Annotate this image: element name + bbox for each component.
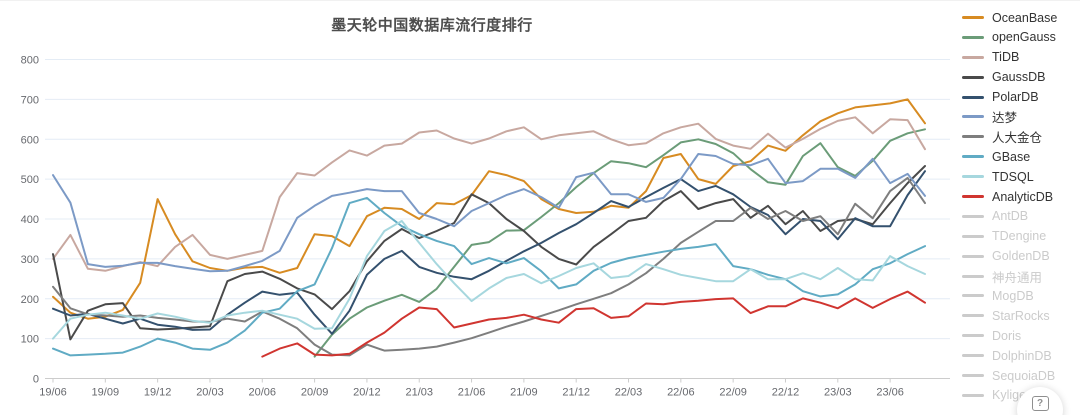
series-line-达梦 <box>52 153 926 273</box>
legend-swatch-icon <box>962 234 984 238</box>
x-axis-tick-label: 22/03 <box>615 387 643 399</box>
x-axis-tick-label: 22/09 <box>719 387 747 399</box>
x-axis-tick-label: 21/12 <box>562 387 590 399</box>
legend-label: GBase <box>992 149 1031 164</box>
legend-item-AnalyticDB[interactable]: AnalyticDB <box>962 189 1080 204</box>
legend-label: TDengine <box>992 229 1047 244</box>
legend-swatch-icon <box>962 294 984 298</box>
x-axis-tick-label: 20/06 <box>249 387 277 399</box>
legend-item-达梦[interactable]: 达梦 <box>962 110 1080 126</box>
line-chart: 0 100 200 300 400 500 600 700 800 19/06 19/09 19/12… <box>21 55 950 399</box>
legend-item-神舟通用[interactable]: 神舟通用 <box>962 270 1080 285</box>
legend-item-OceanBase[interactable]: OceanBase <box>962 10 1080 25</box>
legend-item-DolphinDB[interactable]: DolphinDB <box>962 348 1080 363</box>
legend: OceanBase openGauss TiDB GaussDB PolarDB 达梦人大… <box>962 11 1080 409</box>
legend-swatch-icon <box>962 314 984 318</box>
y-axis-tick-label: 400 <box>21 214 39 226</box>
legend-swatch-icon <box>962 95 984 99</box>
y-axis-tick-label: 500 <box>21 174 39 186</box>
y-axis-tick-label: 100 <box>21 334 39 346</box>
legend-label: PolarDB <box>992 90 1039 105</box>
x-axis-tick-label: 20/09 <box>301 387 329 399</box>
legend-item-MogDB[interactable]: MogDB <box>962 288 1080 303</box>
x-axis-tick-label: 23/06 <box>876 387 904 399</box>
legend-label: DolphinDB <box>992 348 1052 363</box>
x-axis-tick-label: 22/12 <box>772 387 800 399</box>
legend-item-GoldenDB[interactable]: GoldenDB <box>962 249 1080 264</box>
legend-swatch-icon <box>962 334 984 338</box>
series-line-TiDB <box>52 116 926 272</box>
legend-label: MogDB <box>992 288 1034 303</box>
legend-label: AnalyticDB <box>992 189 1054 204</box>
legend-item-PolarDB[interactable]: PolarDB <box>962 90 1080 105</box>
legend-swatch-icon <box>962 393 984 397</box>
y-axis-tick-label: 800 <box>21 55 39 67</box>
x-axis-tick-label: 19/09 <box>92 387 120 399</box>
x-axis-tick-label: 20/12 <box>353 387 381 399</box>
x-axis-tick-label: 19/06 <box>39 387 67 399</box>
legend-swatch-icon <box>962 75 984 79</box>
series-line-TDSQL <box>52 220 926 340</box>
x-axis-tick-label: 20/03 <box>196 387 224 399</box>
legend-label: TiDB <box>992 50 1020 65</box>
legend-label: StarRocks <box>992 308 1050 323</box>
series-line-openGauss <box>313 128 926 358</box>
legend-item-openGauss[interactable]: openGauss <box>962 30 1080 45</box>
legend-item-GBase[interactable]: GBase <box>962 149 1080 164</box>
legend-item-TDengine[interactable]: TDengine <box>962 229 1080 244</box>
legend-label: 神舟通用 <box>992 270 1043 285</box>
legend-label: TDSQL <box>992 169 1034 184</box>
series-line-GBase <box>52 196 926 357</box>
legend-swatch-icon <box>962 115 984 119</box>
legend-item-AntDB[interactable]: AntDB <box>962 209 1080 224</box>
chart-title: 墨天轮中国数据库流行度排行 <box>331 17 533 34</box>
y-axis-tick-label: 200 <box>21 294 39 306</box>
legend-item-TiDB[interactable]: TiDB <box>962 50 1080 65</box>
legend-swatch-icon <box>962 35 984 39</box>
x-axis-tick-label: 21/09 <box>510 387 538 399</box>
legend-swatch-icon <box>962 55 984 59</box>
legend-label: 达梦 <box>992 111 1018 126</box>
legend-label: OceanBase <box>992 10 1058 25</box>
legend-swatch-icon <box>962 135 984 139</box>
question-mark-icon: ? <box>1031 396 1049 411</box>
x-axis-tick-label: 21/03 <box>405 387 433 399</box>
legend-swatch-icon <box>962 374 984 378</box>
legend-swatch-icon <box>962 195 984 199</box>
legend-label: GaussDB <box>992 70 1046 85</box>
legend-label: GoldenDB <box>992 249 1050 264</box>
legend-label: openGauss <box>992 30 1056 45</box>
legend-label: Doris <box>992 328 1022 343</box>
legend-label: AntDB <box>992 209 1029 224</box>
series-line-GaussDB <box>52 165 926 341</box>
legend-item-SequoiaDB[interactable]: SequoiaDB <box>962 368 1080 383</box>
legend-swatch-icon <box>962 354 984 358</box>
x-axis-tick-label: 19/12 <box>144 387 172 399</box>
legend-swatch-icon <box>962 214 984 218</box>
legend-item-StarRocks[interactable]: StarRocks <box>962 308 1080 323</box>
legend-item-GaussDB[interactable]: GaussDB <box>962 70 1080 85</box>
legend-item-TDSQL[interactable]: TDSQL <box>962 169 1080 184</box>
series-line-PolarDB <box>52 170 926 335</box>
legend-swatch-icon <box>962 274 984 278</box>
series-line-OceanBase <box>52 98 926 320</box>
legend-label: SequoiaDB <box>992 368 1056 383</box>
y-axis-tick-label: 300 <box>21 254 39 266</box>
legend-item-Doris[interactable]: Doris <box>962 328 1080 343</box>
legend-swatch-icon <box>962 175 984 179</box>
y-axis-tick-label: 700 <box>21 94 39 106</box>
legend-label: 人大金仓 <box>992 131 1043 146</box>
legend-swatch-icon <box>962 155 984 159</box>
series-line-AnalyticDB <box>261 290 926 358</box>
x-axis-tick-label: 23/03 <box>824 387 852 399</box>
y-axis-tick-label: 600 <box>21 134 39 146</box>
x-axis-tick-label: 22/06 <box>667 387 695 399</box>
x-axis-tick-label: 21/06 <box>458 387 486 399</box>
legend-swatch-icon <box>962 254 984 258</box>
legend-swatch-icon <box>962 16 984 19</box>
legend-item-人大金仓[interactable]: 人大金仓 <box>962 130 1080 146</box>
y-axis-tick-label: 0 <box>33 374 39 386</box>
